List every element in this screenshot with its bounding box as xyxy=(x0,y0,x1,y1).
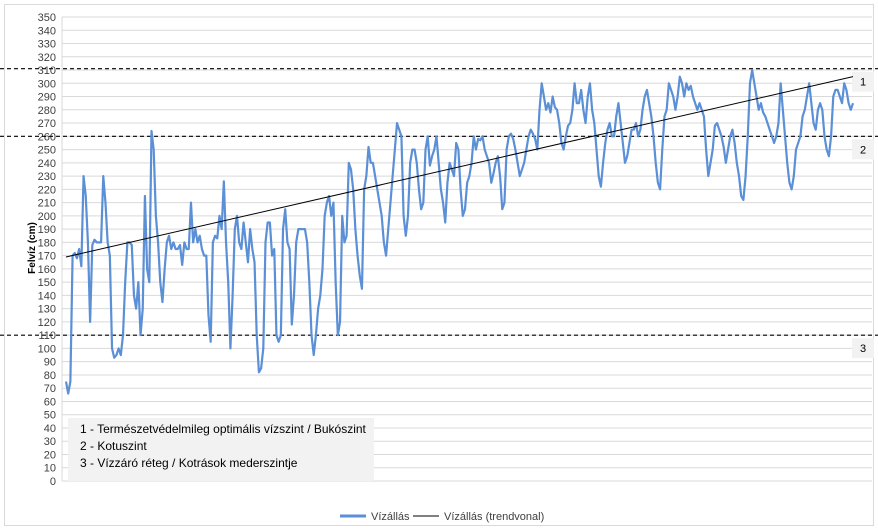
reference-label-box xyxy=(852,338,874,359)
y-tick-label: 50 xyxy=(44,410,56,422)
legend-label-vizallas: Vízállás xyxy=(371,511,410,523)
y-tick-label: 70 xyxy=(44,383,56,395)
y-tick-label: 290 xyxy=(38,92,56,104)
y-tick-label: 100 xyxy=(38,343,56,355)
y-tick-label: 110 xyxy=(38,330,56,342)
reference-label: 1 xyxy=(860,77,866,89)
y-tick-label: 270 xyxy=(38,118,56,130)
y-tick-label: 200 xyxy=(38,211,56,223)
y-tick-label: 170 xyxy=(38,251,56,263)
gridlines xyxy=(61,16,872,482)
y-tick-label: 260 xyxy=(38,131,56,143)
y-tick-label: 340 xyxy=(38,25,56,37)
reference-label-box xyxy=(852,71,874,92)
note-2: 2 - Kotuszint xyxy=(80,439,147,453)
y-tick-label: 130 xyxy=(38,304,56,316)
annotation-box: 1 - Természetvédelmileg optimális vízszi… xyxy=(68,418,374,481)
y-tick-label: 160 xyxy=(38,264,56,276)
series-trend-line xyxy=(65,76,854,258)
y-tick-label: 280 xyxy=(38,105,56,117)
y-tick-label: 20 xyxy=(44,449,56,461)
reference-label: 3 xyxy=(860,343,866,355)
legend-label-trend: Vízállás (trendvonal) xyxy=(444,511,544,523)
y-tick-label: 90 xyxy=(44,357,56,369)
y-tick-label: 80 xyxy=(44,370,56,382)
y-tick-label: 240 xyxy=(38,158,56,170)
y-tick-label: 60 xyxy=(44,396,56,408)
series-layer xyxy=(64,68,855,395)
y-tick-label: 10 xyxy=(44,463,56,475)
note-1: 1 - Természetvédelmileg optimális vízszi… xyxy=(80,422,367,436)
y-tick-label: 350 xyxy=(38,12,56,24)
reference-lines: 1 2 3 xyxy=(0,68,878,359)
y-tick-label: 150 xyxy=(38,277,56,289)
series-vizallas-line xyxy=(64,68,855,395)
y-tick-label: 330 xyxy=(38,39,56,51)
y-tick-label: 190 xyxy=(38,224,56,236)
y-tick-label: 0 xyxy=(50,476,56,488)
y-tick-label: 300 xyxy=(38,78,56,90)
y-axis-label: Felvíz (cm) xyxy=(27,222,38,274)
note-3: 3 - Vízzáró réteg / Kotrások mederszintj… xyxy=(80,456,298,470)
legend: Vízállás Vízállás (trendvonal) xyxy=(340,511,544,523)
y-tick-label: 120 xyxy=(38,317,56,329)
y-tick-label: 230 xyxy=(38,171,56,183)
y-tick-label: 180 xyxy=(38,237,56,249)
y-tick-label: 40 xyxy=(44,423,56,435)
y-tick-label: 250 xyxy=(38,145,56,157)
reference-label-box xyxy=(852,139,874,160)
y-tick-label: 140 xyxy=(38,290,56,302)
y-tick-label: 320 xyxy=(38,52,56,64)
y-tick-label: 210 xyxy=(38,198,56,210)
y-tick-label: 310 xyxy=(38,65,56,77)
y-tick-label: 220 xyxy=(38,184,56,196)
y-tick-label: 30 xyxy=(44,436,56,448)
reference-label: 2 xyxy=(860,144,866,156)
